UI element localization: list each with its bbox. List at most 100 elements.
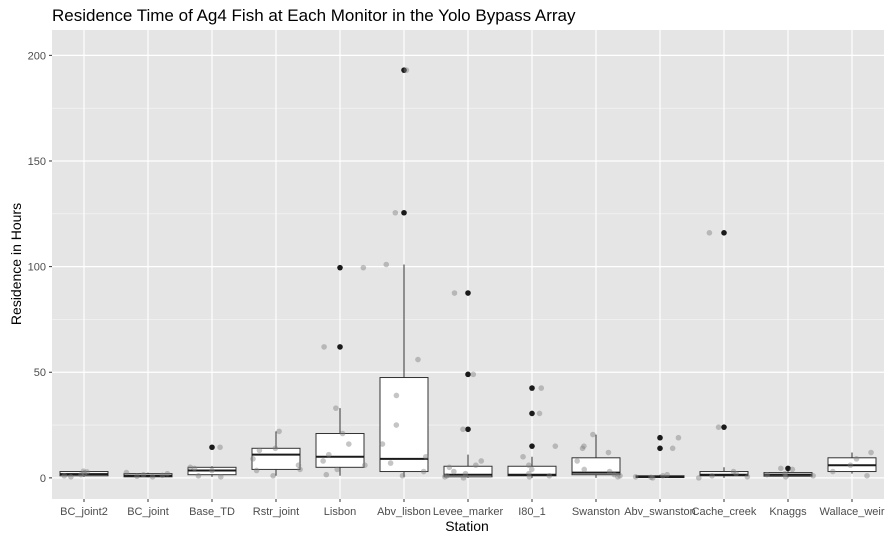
jitter-point <box>847 462 854 468</box>
jitter-point <box>473 462 479 468</box>
jitter-point <box>250 456 256 462</box>
jitter-point <box>393 392 400 399</box>
jitter-point <box>590 431 596 438</box>
box-iqr <box>571 457 621 476</box>
jitter-point <box>853 456 860 462</box>
jitter-point <box>709 472 715 479</box>
jitter-point <box>195 472 202 479</box>
y-tick-label: 0 <box>40 473 46 485</box>
x-tick-label: Levee_marker <box>433 506 504 518</box>
jitter-point <box>648 474 654 481</box>
x-axis-title: Station <box>445 518 489 534</box>
jitter-point <box>123 469 130 476</box>
jitter-point <box>526 462 532 468</box>
jitter-point <box>669 445 676 452</box>
jitter-point <box>528 466 535 473</box>
box-Base_TD <box>187 444 237 477</box>
box-iqr <box>507 465 557 477</box>
outlier-point <box>721 230 727 236</box>
jitter-point <box>615 474 621 480</box>
x-tick-label: Abv_swanston <box>624 506 696 518</box>
jitter-point <box>733 470 739 477</box>
jitter-point <box>579 445 586 452</box>
jitter-point <box>379 441 386 447</box>
jitter-point <box>581 443 587 449</box>
outlier-point <box>529 385 535 391</box>
jitter-point <box>715 424 722 430</box>
outlier-point <box>657 434 663 441</box>
jitter-point <box>581 466 588 473</box>
jitter-point <box>272 445 279 452</box>
outlier-point <box>529 410 535 417</box>
jitter-point <box>868 449 874 456</box>
box-iqr <box>251 447 301 470</box>
jitter-point <box>295 462 302 468</box>
jitter-point <box>744 474 751 480</box>
box-I80_1 <box>507 385 557 478</box>
jitter-point <box>538 385 545 391</box>
jitter-point <box>605 449 612 456</box>
x-tick-label: Abv_lisbon <box>377 506 431 518</box>
jitter-point <box>706 230 713 236</box>
jitter-point <box>415 356 421 363</box>
jitter-point <box>253 467 260 474</box>
jitter-point <box>159 472 166 479</box>
x-tick-label: Knaggs <box>769 506 807 518</box>
jitter-point <box>536 410 543 417</box>
box-Lisbon <box>315 264 365 476</box>
outlier-point <box>337 264 343 271</box>
jitter-point <box>276 428 282 435</box>
box-Abv_swanston <box>635 434 685 478</box>
y-tick-label: 50 <box>34 367 46 379</box>
outlier-point <box>657 445 663 452</box>
jitter-point <box>462 470 469 477</box>
jitter-point <box>387 460 394 466</box>
chart-title: Residence Time of Ag4 Fish at Each Monit… <box>52 6 576 25</box>
jitter-point <box>444 472 450 479</box>
x-tick-label: Base_TD <box>189 506 235 518</box>
y-tick-label: 200 <box>28 50 46 62</box>
jitter-point <box>764 471 770 478</box>
box-iqr <box>699 471 749 477</box>
outlier-point <box>785 465 791 472</box>
jitter-point <box>270 472 276 479</box>
x-tick-label: Lisbon <box>324 506 356 518</box>
jitter-point <box>362 462 368 468</box>
boxes <box>59 67 877 478</box>
jitter-point <box>451 468 457 475</box>
box-Wallace_weir <box>827 452 877 474</box>
jitter-point <box>383 261 390 268</box>
jitter-point <box>606 468 613 475</box>
jitter-point <box>61 472 68 479</box>
jitter-point <box>345 441 352 447</box>
jitter-point <box>164 470 171 477</box>
jitter-point <box>78 471 84 478</box>
jitter-point <box>217 444 223 451</box>
outlier-point <box>401 67 407 73</box>
jitter-point <box>403 67 410 73</box>
jitter-point <box>339 430 346 437</box>
outlier-point <box>721 424 727 430</box>
outlier-point <box>465 290 471 296</box>
jitter-point <box>187 464 194 471</box>
x-tick-label: I80_1 <box>518 506 546 518</box>
jitter-point <box>209 467 215 474</box>
y-axis-title: Residence in Hours <box>8 203 24 325</box>
y-axis: 0 50 100 150 200 <box>28 50 52 485</box>
x-tick-label: Cache_creek <box>692 506 757 518</box>
jitter-point <box>80 468 87 474</box>
jitter-point <box>393 422 400 428</box>
box-Levee_marker <box>443 290 493 478</box>
jitter-point <box>140 471 147 478</box>
jitter-point <box>420 468 427 475</box>
y-tick-label: 150 <box>28 156 46 168</box>
jitter-point <box>664 471 670 478</box>
points <box>61 67 874 481</box>
jitter-point <box>782 470 788 477</box>
jitter-point <box>810 472 816 479</box>
jitter-point <box>659 472 666 479</box>
jitter-point <box>325 451 332 458</box>
jitter-point <box>446 464 453 471</box>
box-iqr <box>443 465 493 478</box>
